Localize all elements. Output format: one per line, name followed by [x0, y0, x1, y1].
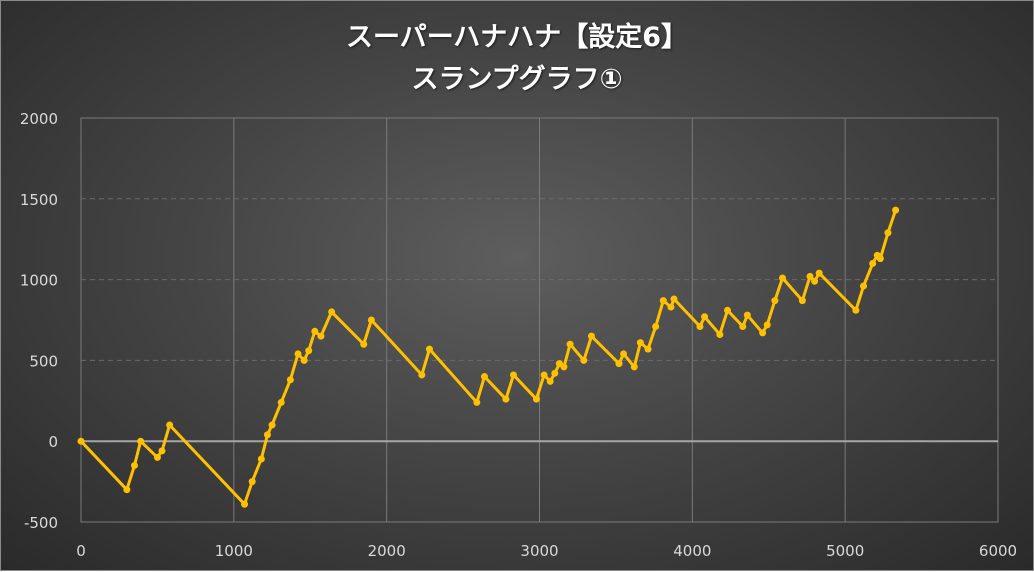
- data-point: [532, 395, 540, 403]
- data-point: [636, 339, 644, 347]
- data-point: [815, 269, 823, 277]
- data-point: [771, 297, 779, 305]
- data-point: [502, 395, 510, 403]
- data-point: [268, 421, 276, 429]
- y-tick-label: 500: [29, 352, 58, 370]
- data-point: [667, 303, 675, 311]
- data-point: [659, 297, 667, 305]
- data-point: [551, 369, 559, 377]
- data-point: [418, 371, 426, 379]
- data-point: [248, 478, 256, 486]
- data-point: [580, 356, 588, 364]
- data-point: [644, 345, 652, 353]
- data-point: [587, 332, 595, 340]
- data-point: [723, 306, 731, 314]
- data-point: [566, 340, 574, 348]
- data-point: [743, 311, 751, 319]
- data-point: [779, 274, 787, 282]
- x-tick-label: 6000: [979, 542, 1017, 560]
- data-point: [540, 371, 548, 379]
- data-point: [798, 297, 806, 305]
- data-point: [852, 306, 860, 314]
- x-tick-label: 2000: [368, 542, 406, 560]
- data-point: [166, 421, 174, 429]
- data-point: [560, 363, 568, 371]
- x-tick-label: 0: [76, 542, 86, 560]
- data-point: [328, 308, 336, 316]
- data-point: [806, 272, 814, 280]
- data-point: [892, 206, 900, 214]
- data-point: [510, 371, 518, 379]
- data-point: [869, 259, 877, 267]
- data-point: [158, 447, 166, 455]
- data-point: [480, 373, 488, 381]
- data-point: [860, 282, 868, 290]
- y-tick-label: 1500: [20, 191, 58, 209]
- data-point: [241, 500, 249, 508]
- data-point: [696, 322, 704, 330]
- x-tick-label: 1000: [215, 542, 253, 560]
- data-point: [884, 229, 892, 237]
- data-point: [305, 347, 313, 355]
- data-point: [300, 356, 308, 364]
- data-point: [811, 277, 819, 285]
- data-point: [670, 295, 678, 303]
- data-point: [425, 345, 433, 353]
- data-point: [546, 377, 554, 385]
- data-point: [630, 363, 638, 371]
- chart-title: スーパーハナハナ【設定6】: [346, 22, 688, 53]
- data-point: [294, 350, 302, 358]
- data-point: [716, 331, 724, 339]
- data-point: [739, 322, 747, 330]
- data-point: [130, 461, 138, 469]
- y-tick-label: -500: [24, 514, 58, 532]
- data-point: [277, 398, 285, 406]
- data-point: [763, 321, 771, 329]
- data-point: [153, 453, 161, 461]
- data-point: [257, 455, 265, 463]
- data-point: [367, 316, 375, 324]
- data-point: [123, 486, 131, 494]
- data-point: [286, 376, 294, 384]
- data-point: [759, 329, 767, 337]
- y-tick-label: 0: [48, 433, 58, 451]
- chart-subtitle: スランプグラフ①: [411, 64, 623, 95]
- y-tick-label: 1000: [20, 272, 58, 290]
- data-point: [317, 332, 325, 340]
- data-point: [620, 350, 628, 358]
- data-point: [360, 340, 368, 348]
- x-tick-label: 4000: [673, 542, 711, 560]
- data-point: [615, 360, 623, 368]
- x-tick-label: 5000: [826, 542, 864, 560]
- data-point: [263, 431, 271, 439]
- data-point: [137, 437, 145, 445]
- data-point: [77, 437, 85, 445]
- data-point: [652, 322, 660, 330]
- data-point: [876, 255, 884, 263]
- data-point: [473, 398, 481, 406]
- y-tick-label: 2000: [20, 110, 58, 128]
- x-tick-label: 3000: [520, 542, 558, 560]
- series-line: [79, 209, 898, 506]
- data-point: [701, 313, 709, 321]
- data-point: [311, 327, 319, 335]
